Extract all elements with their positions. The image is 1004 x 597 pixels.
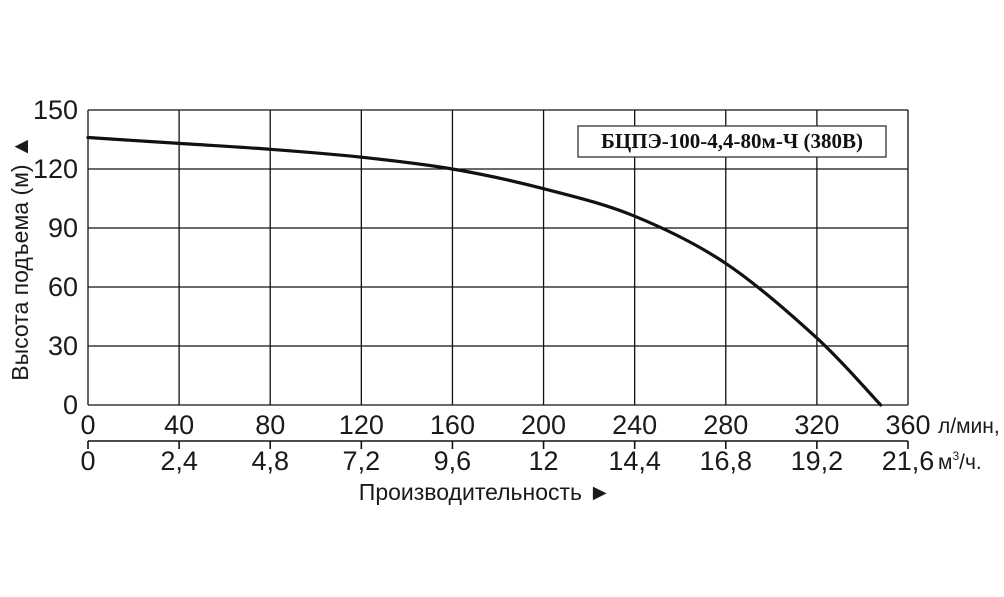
x-unit-secondary-base: м	[938, 451, 952, 474]
legend: БЦПЭ-100-4,4-80м-Ч (380В)	[577, 125, 887, 158]
series-line	[86, 135, 883, 407]
x-unit-secondary: м3/ч.	[938, 449, 982, 474]
x-tick-label-secondary: 16,8	[699, 446, 752, 476]
x-ticks-primary: 0 40 80 120 160 200 240 280 320 360	[80, 410, 930, 440]
legend-box	[577, 125, 887, 158]
x-tick-label: 120	[339, 410, 384, 440]
x-axis-title: Производительность ►	[359, 479, 611, 505]
x-tick-label-secondary: 9,6	[434, 446, 472, 476]
x-tick-label-secondary: 4,8	[251, 446, 289, 476]
y-axis-title: Высота подъема (м) ▲	[7, 135, 33, 380]
x-tick-label-secondary: 2,4	[160, 446, 198, 476]
x-ticks-secondary: 0 2,4 4,8 7,2 9,6 12 14,4 16,8 19,2 21,6	[80, 446, 934, 476]
x-tick-label: 240	[612, 410, 657, 440]
x-tick-label: 0	[80, 410, 95, 440]
y-tick-label: 30	[48, 331, 78, 361]
x-tick-label-secondary: 0	[80, 446, 95, 476]
x-tick-label: 320	[794, 410, 839, 440]
x-tick-label-secondary: 19,2	[791, 446, 844, 476]
x-tick-label: 200	[521, 410, 566, 440]
x-tick-label: 360	[885, 410, 930, 440]
y-tick-label: 120	[33, 154, 78, 184]
legend-label: БЦПЭ-100-4,4-80м-Ч (380В)	[601, 129, 863, 153]
y-tick-label: 0	[63, 390, 78, 420]
x-tick-label: 160	[430, 410, 475, 440]
x-tick-label: 280	[703, 410, 748, 440]
grid	[87, 109, 909, 449]
x-tick-label-secondary: 14,4	[608, 446, 661, 476]
x-tick-label-secondary: 21,6	[882, 446, 935, 476]
x-tick-label: 40	[164, 410, 194, 440]
x-unit-primary: л/мин,	[938, 415, 1000, 438]
y-tick-label: 60	[48, 272, 78, 302]
y-ticks: 0 30 60 90 120 150	[33, 95, 78, 420]
y-tick-label: 90	[48, 213, 78, 243]
y-tick-label: 150	[33, 95, 78, 125]
x-tick-label: 80	[255, 410, 285, 440]
x-unit-secondary-sup: 3	[952, 449, 959, 463]
x-tick-label-secondary: 12	[529, 446, 559, 476]
x-tick-label-secondary: 7,2	[343, 446, 381, 476]
x-unit-secondary-tail: /ч.	[959, 451, 982, 474]
